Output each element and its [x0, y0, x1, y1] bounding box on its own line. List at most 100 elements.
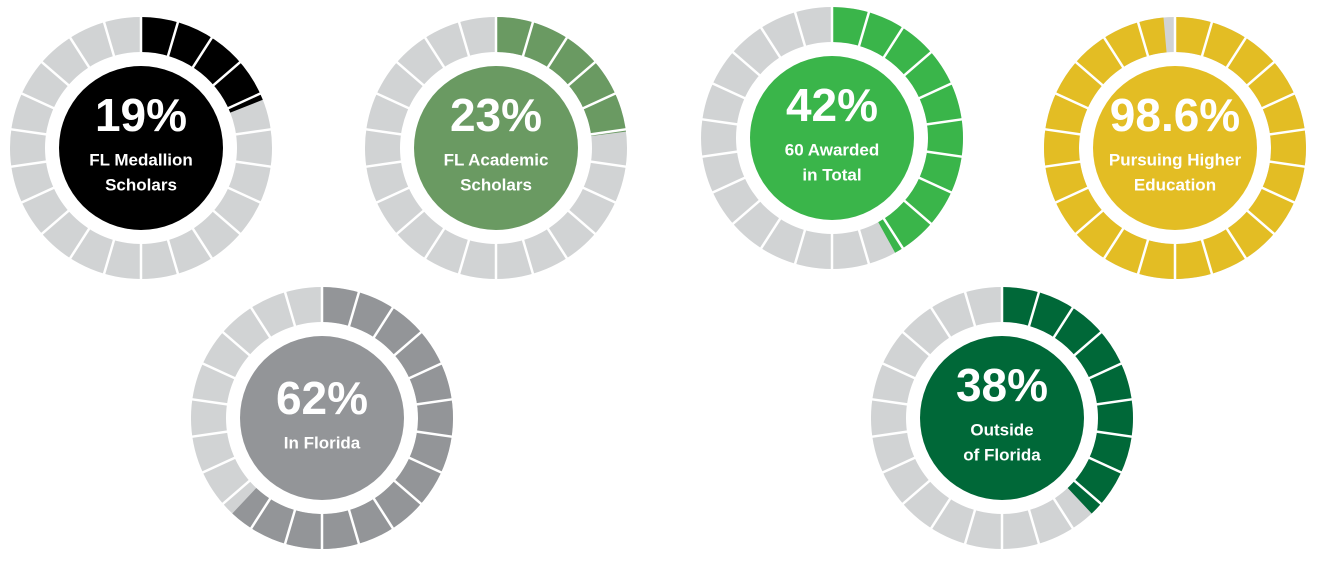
segment-gap — [1043, 127, 1083, 136]
percent-label: 42% — [786, 79, 878, 131]
segment-gap — [200, 361, 238, 381]
segment-gap — [1267, 127, 1307, 136]
segment-gap — [902, 198, 934, 227]
segment-gap — [793, 10, 807, 49]
segment-gap — [394, 59, 426, 88]
segment-gap — [406, 455, 444, 475]
segment-gap — [900, 478, 932, 507]
segment-gap — [1027, 290, 1041, 329]
segment-gap — [580, 185, 618, 205]
segment-gap — [39, 208, 71, 237]
donut-chart: 98.6% Pursuing Higher Education — [1043, 15, 1307, 281]
caption: Pursuing Higher — [1109, 150, 1242, 169]
segment-gap — [881, 216, 905, 251]
segment-gap — [9, 160, 49, 169]
segment-gap — [211, 208, 243, 237]
donut-chart: 42% 60 Awarded in Total — [700, 5, 964, 271]
segment-gap — [1224, 35, 1248, 70]
segment-gap — [190, 35, 214, 70]
center-disc — [240, 336, 404, 500]
segment-gap — [39, 59, 71, 88]
segment-gap — [166, 237, 180, 276]
segment-gap — [1053, 185, 1091, 205]
segment-gap — [1051, 496, 1075, 531]
segment-gap — [225, 185, 263, 205]
segment-gap — [200, 455, 238, 475]
segment-gap — [1245, 59, 1277, 88]
segment-gap — [1259, 91, 1297, 111]
segment-gap — [364, 160, 404, 169]
percent-label: 23% — [450, 89, 542, 141]
segment-gap — [1086, 455, 1124, 475]
segment-gap — [19, 185, 57, 205]
segment-gap — [1224, 226, 1248, 261]
segment-gap — [374, 91, 412, 111]
percent-label: 38% — [956, 359, 1048, 411]
segment-gap — [880, 455, 918, 475]
segment-gap — [190, 226, 214, 261]
segment-gap — [457, 237, 471, 276]
segment-gap — [700, 117, 740, 126]
caption: in Total — [802, 165, 861, 184]
segment-gap — [857, 227, 871, 266]
segment-gap — [392, 478, 424, 507]
percent-label: 19% — [95, 89, 187, 141]
segment-gap — [1027, 507, 1041, 546]
segment-gap — [225, 91, 263, 111]
segment-gap — [1094, 397, 1134, 406]
segment-gap — [759, 216, 783, 251]
caption: Education — [1134, 175, 1216, 194]
segment-gap — [220, 329, 252, 358]
segment-gap — [1259, 185, 1297, 205]
ring-fill — [1002, 287, 1133, 514]
caption: Scholars — [460, 175, 532, 194]
segment-gap — [1102, 35, 1126, 70]
segment-gap — [233, 127, 273, 136]
segment-gap — [371, 305, 395, 340]
segment-gap — [9, 127, 49, 136]
segment-gap — [710, 81, 748, 101]
segment-gap — [406, 361, 444, 381]
segment-gap — [1073, 208, 1105, 237]
segment-gap — [1200, 237, 1214, 276]
caption: 60 Awarded — [785, 140, 880, 159]
center-disc — [1093, 66, 1257, 230]
segment-gap — [1094, 430, 1134, 439]
segment-gap — [566, 59, 598, 88]
caption: FL Medallion — [89, 150, 193, 169]
caption: of Florida — [963, 445, 1041, 464]
segment-gap — [283, 290, 297, 329]
caption: FL Academic — [444, 150, 549, 169]
segment-gap — [1073, 59, 1105, 88]
segment-gap — [347, 507, 361, 546]
segment-gap — [963, 507, 977, 546]
segment-gap — [211, 59, 243, 88]
segment-gap — [392, 329, 424, 358]
segment-gap — [347, 290, 361, 329]
segment-gap — [190, 430, 230, 439]
segment-gap — [19, 91, 57, 111]
segment-gap — [394, 208, 426, 237]
segment-gap — [870, 430, 910, 439]
segment-gap — [1200, 20, 1214, 59]
segment-gap — [1053, 91, 1091, 111]
segment-gap — [166, 20, 180, 59]
segment-gap — [881, 25, 905, 60]
center-disc — [750, 56, 914, 220]
segment-gap — [700, 150, 740, 159]
caption: Scholars — [105, 175, 177, 194]
segment-gap — [900, 329, 932, 358]
segment-gap — [929, 305, 953, 340]
donut-chart: 23% FL Academic Scholars — [364, 15, 628, 281]
segment-gap — [68, 226, 92, 261]
segment-gap — [880, 361, 918, 381]
segment-gap — [759, 25, 783, 60]
segment-gap — [1136, 237, 1150, 276]
segment-gap — [371, 496, 395, 531]
segment-gap — [521, 237, 535, 276]
center-disc — [920, 336, 1084, 500]
percent-label: 62% — [276, 372, 368, 424]
segment-gap — [1051, 305, 1075, 340]
segment-gap — [190, 397, 230, 406]
